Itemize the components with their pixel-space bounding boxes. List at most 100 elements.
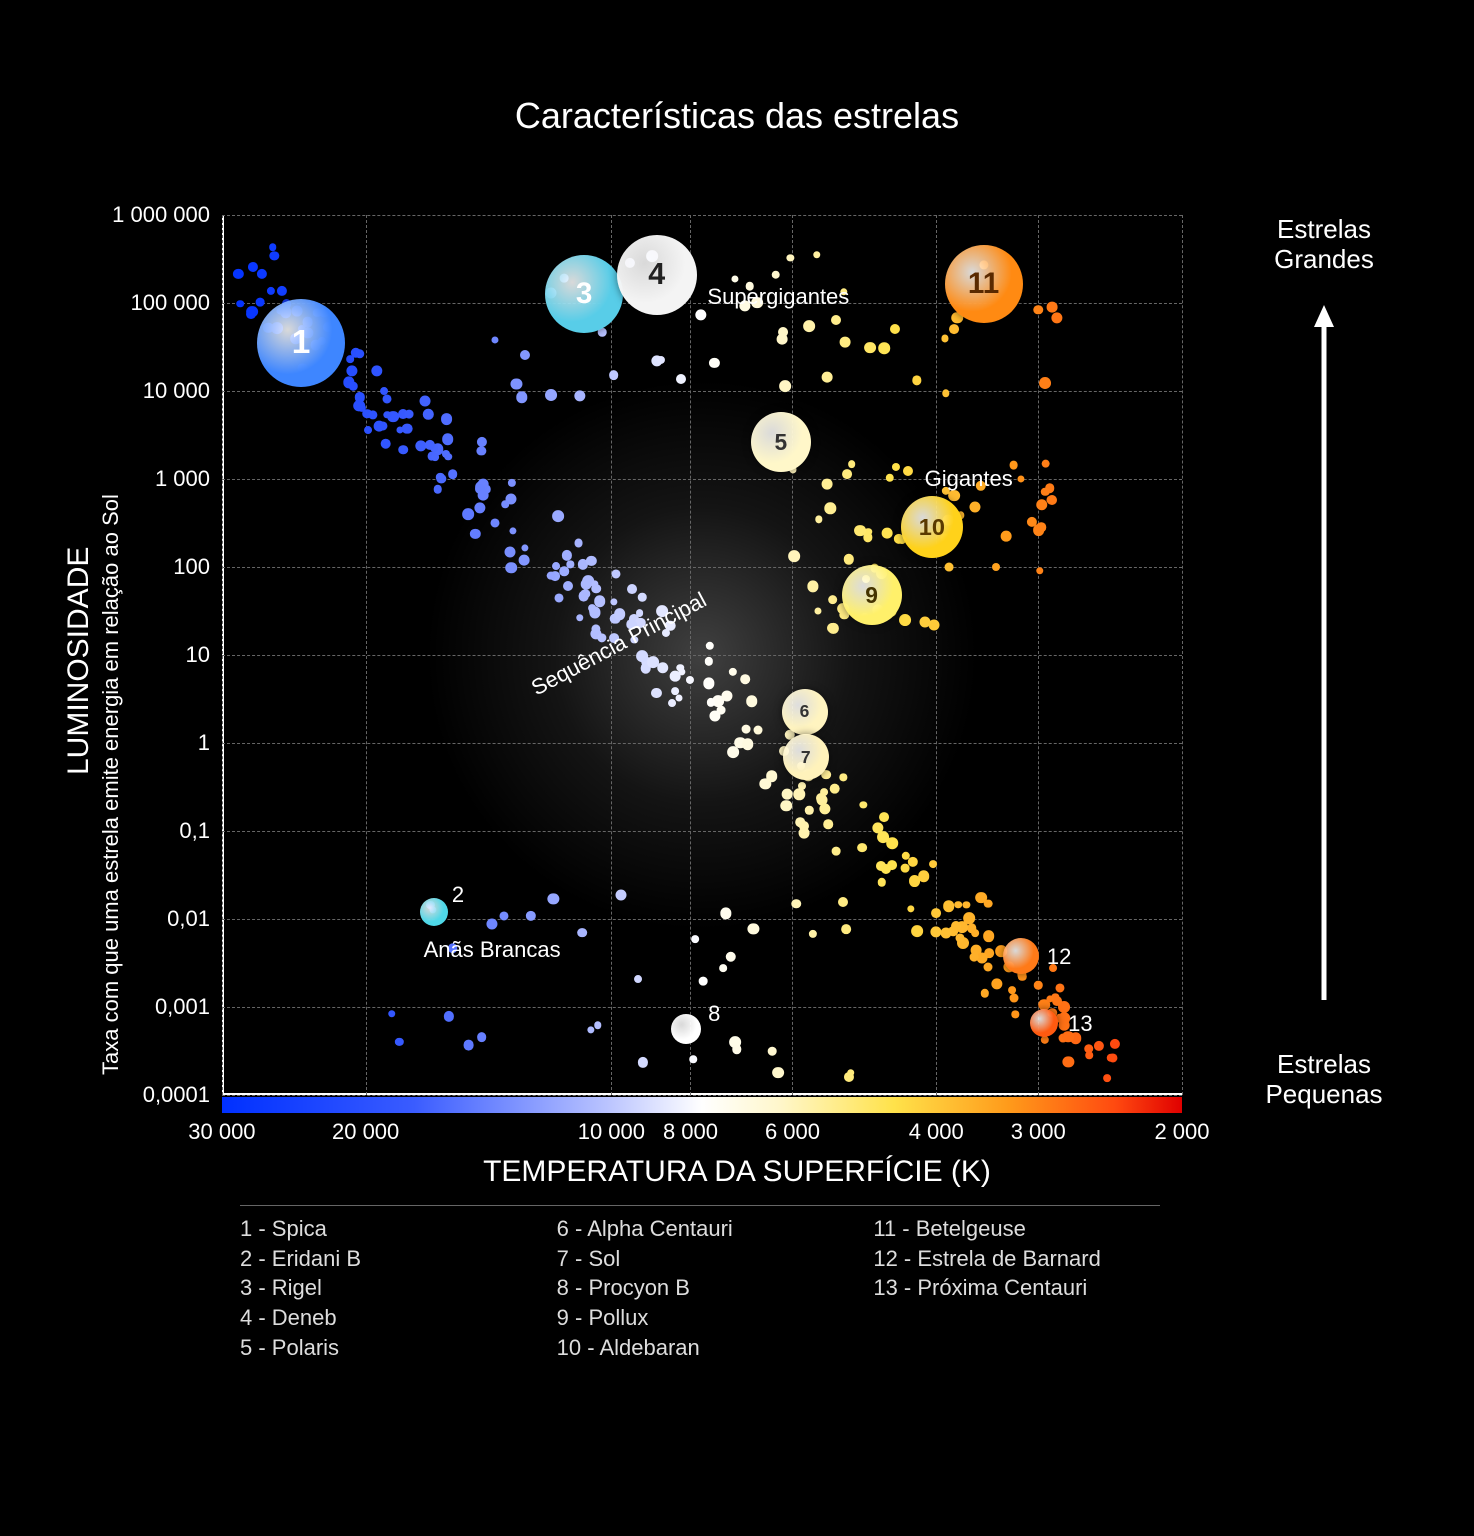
- star-dot: [963, 901, 970, 908]
- star-number: 4: [648, 257, 665, 292]
- star-dot: [1037, 522, 1046, 531]
- star-dot: [822, 372, 833, 383]
- star-dot: [545, 389, 557, 401]
- gridline-v: [792, 215, 793, 1095]
- star-dot: [444, 1011, 454, 1021]
- star-dot: [857, 843, 867, 853]
- star-legend: 1 - Spica2 - Eridani B3 - Rigel4 - Deneb…: [240, 1205, 1160, 1362]
- star-number: 6: [800, 701, 810, 722]
- region-label: Sequência Principal: [527, 587, 711, 701]
- y-tick-label: 100: [173, 554, 222, 580]
- legend-item: 12 - Estrela de Barnard: [873, 1244, 1160, 1274]
- star-dot: [709, 358, 719, 368]
- star-dot: [892, 462, 900, 470]
- legend-column: 11 - Betelgeuse12 - Estrela de Barnard13…: [873, 1214, 1160, 1362]
- star-dot: [908, 857, 918, 867]
- star-dot: [903, 466, 913, 476]
- star-dot: [382, 394, 391, 403]
- y-tick-label: 10: [186, 642, 222, 668]
- star-dot: [944, 562, 953, 571]
- star-dot: [1104, 1074, 1112, 1082]
- star-dot: [1086, 1051, 1094, 1059]
- star-dot: [346, 355, 354, 363]
- star-dot: [670, 671, 681, 682]
- star-dot: [920, 616, 931, 627]
- star-dot: [695, 309, 706, 320]
- y-tick-label: 0,001: [155, 994, 222, 1020]
- star-dot: [651, 688, 661, 698]
- star-dot: [638, 593, 647, 602]
- legend-item: 4 - Deneb: [240, 1303, 527, 1333]
- star-dot: [236, 300, 244, 308]
- star-dot: [813, 251, 820, 258]
- star-dot: [706, 641, 714, 649]
- named-star-11: 11: [945, 245, 1023, 323]
- star-dot: [981, 989, 989, 997]
- star-dot: [831, 315, 841, 325]
- star-dot: [983, 931, 995, 943]
- y-axis-title: LUMINOSIDADE: [62, 547, 96, 775]
- star-dot: [828, 623, 838, 633]
- named-star-4: 4: [617, 235, 697, 315]
- star-dot: [448, 470, 458, 480]
- star-dot: [983, 962, 992, 971]
- star-dot: [705, 657, 713, 665]
- star-dot: [554, 594, 563, 603]
- star-dot: [270, 251, 279, 260]
- star-dot: [844, 554, 854, 564]
- legend-item: 7 - Sol: [557, 1244, 844, 1274]
- y-tick-label: 1 000 000: [112, 202, 222, 228]
- star-dot: [741, 675, 751, 685]
- region-label: Anãs Brancas: [424, 937, 561, 963]
- star-dot: [574, 538, 583, 547]
- legend-column: 6 - Alpha Centauri7 - Sol8 - Procyon B9 …: [557, 1214, 844, 1362]
- star-dot: [819, 803, 830, 814]
- star-dot: [791, 899, 801, 909]
- star-dot: [277, 285, 287, 295]
- star-dot: [754, 726, 763, 735]
- star-dot: [699, 977, 708, 986]
- star-dot: [346, 365, 357, 376]
- legend-item: 2 - Eridani B: [240, 1244, 527, 1274]
- star-dot: [788, 551, 800, 563]
- star-dot: [840, 774, 847, 781]
- star-dot: [521, 544, 528, 551]
- star-dot: [885, 474, 893, 482]
- legend-item: 6 - Alpha Centauri: [557, 1214, 844, 1244]
- star-dot: [508, 478, 516, 486]
- y-tick-label: 0,1: [179, 818, 222, 844]
- star-number-ext: 12: [1047, 944, 1071, 970]
- star-dot: [611, 569, 620, 578]
- star-dot: [941, 927, 952, 938]
- star-dot: [710, 711, 721, 722]
- star-dot: [848, 460, 856, 468]
- star-dot: [1041, 1036, 1049, 1044]
- star-number: 9: [865, 582, 878, 609]
- star-dot: [269, 243, 277, 251]
- star-dot: [420, 396, 431, 407]
- star-dot: [779, 380, 791, 392]
- star-dot: [563, 581, 573, 591]
- star-dot: [504, 546, 515, 557]
- star-dot: [829, 783, 840, 794]
- gridline-v: [366, 215, 367, 1095]
- star-dot: [1110, 1039, 1120, 1049]
- size-arrow-icon: [1312, 305, 1336, 1005]
- star-dot: [516, 392, 527, 403]
- star-dot: [877, 831, 889, 843]
- star-dot: [690, 1055, 698, 1063]
- star-dot: [815, 516, 822, 523]
- star-dot: [991, 979, 1002, 990]
- plot-area: 1 000 000100 00010 0001 0001001010,10,01…: [222, 215, 1182, 1095]
- size-scale: EstrelasGrandes EstrelasPequenas: [1214, 220, 1434, 1100]
- star-dot: [349, 382, 358, 391]
- star-number-ext: 2: [452, 882, 464, 908]
- star-dot: [748, 923, 759, 934]
- legend-item: 13 - Próxima Centauri: [873, 1273, 1160, 1303]
- star-dot: [729, 668, 737, 676]
- star-dot: [1041, 488, 1050, 497]
- named-star-7: 7: [783, 734, 829, 780]
- legend-item: 11 - Betelgeuse: [873, 1214, 1160, 1244]
- star-dot: [742, 725, 751, 734]
- star-dot: [890, 324, 900, 334]
